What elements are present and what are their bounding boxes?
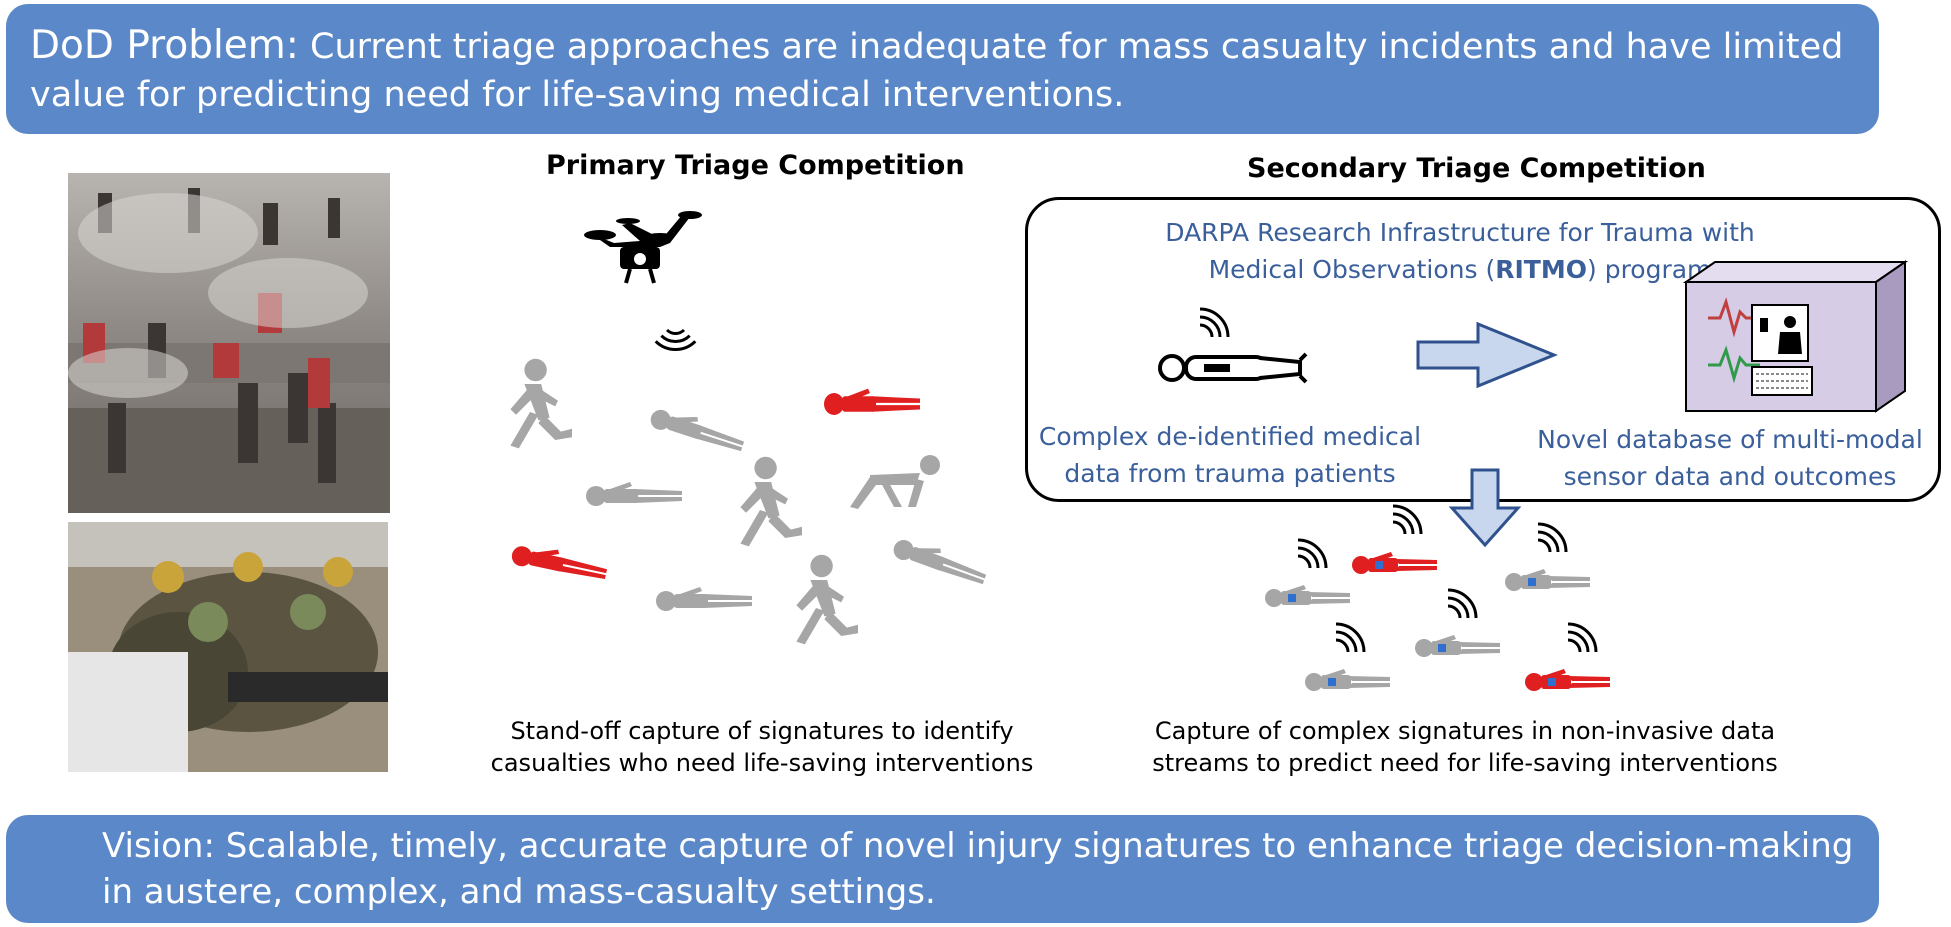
vision-label: Vision bbox=[102, 826, 204, 866]
drone-signal-icon bbox=[654, 320, 697, 363]
problem-text: Current triage approaches are inadequate… bbox=[30, 27, 1844, 115]
signal-icon bbox=[1334, 622, 1366, 654]
signal-icon bbox=[1446, 588, 1478, 620]
primary-caption-line2: casualties who need life-saving interven… bbox=[490, 749, 1034, 777]
sensor-casualty-icon bbox=[1305, 669, 1390, 691]
casualty-lying-icon bbox=[656, 587, 752, 611]
signal-icon bbox=[1566, 622, 1598, 654]
ritmo-title-prefix: Medical Observations ( bbox=[1208, 255, 1496, 284]
problem-banner: DoD Problem: Current triage approaches a… bbox=[6, 4, 1879, 134]
ritmo-acronym: RITMO bbox=[1495, 255, 1587, 284]
primary-caption-line1: Stand-off capture of signatures to ident… bbox=[510, 717, 1014, 745]
primary-heading: Primary Triage Competition bbox=[546, 150, 965, 181]
signal-icon bbox=[1296, 538, 1328, 570]
casualty-critical-icon bbox=[510, 540, 609, 584]
database-label: Novel database of multi-modal sensor dat… bbox=[1520, 421, 1940, 495]
secondary-caption-line2: streams to predict need for life-saving … bbox=[1152, 749, 1778, 777]
data-source-line1: Complex de-identified medical bbox=[1038, 422, 1422, 451]
ritmo-title-line1: DARPA Research Infrastructure for Trauma… bbox=[1165, 218, 1755, 247]
vision-banner: Vision: Scalable, timely, accurate captu… bbox=[6, 815, 1879, 923]
signal-icon bbox=[1536, 522, 1568, 554]
vision-text: : Scalable, timely, accurate capture of … bbox=[102, 826, 1854, 912]
casualty-lying-icon bbox=[890, 533, 990, 589]
data-source-line2: data from trauma patients bbox=[1064, 459, 1396, 488]
critical-sensor-casualty-icon bbox=[1525, 669, 1610, 691]
casualty-critical-icon bbox=[824, 388, 920, 415]
casualty-lying-icon bbox=[586, 482, 682, 506]
patient-signal-icon bbox=[1198, 307, 1230, 339]
secondary-caption-line1: Capture of complex signatures in non-inv… bbox=[1154, 717, 1776, 745]
database-box-icon bbox=[1682, 260, 1909, 413]
secondary-caption: Capture of complex signatures in non-inv… bbox=[1115, 715, 1815, 779]
down-arrow-icon bbox=[1448, 468, 1522, 548]
signal-icon bbox=[1391, 504, 1423, 536]
sensor-casualty-icon bbox=[1265, 585, 1350, 607]
drone-icon bbox=[584, 211, 702, 284]
casualty-lying-icon bbox=[648, 403, 747, 456]
database-line2: sensor data and outcomes bbox=[1563, 462, 1897, 491]
database-line1: Novel database of multi-modal bbox=[1537, 425, 1923, 454]
casualty-crawling-icon bbox=[850, 455, 940, 509]
ritmo-title: DARPA Research Infrastructure for Trauma… bbox=[1090, 214, 1830, 288]
problem-label: DoD Problem: bbox=[30, 23, 299, 68]
casualty-walking-icon bbox=[796, 554, 858, 645]
casualty-walking-icon bbox=[740, 456, 802, 547]
sensor-casualty-icon bbox=[1415, 635, 1500, 657]
stretcher-photo bbox=[68, 522, 388, 772]
data-source-label: Complex de-identified medical data from … bbox=[1030, 418, 1430, 492]
sensor-casualty-icon bbox=[1505, 569, 1590, 591]
casualty-walking-icon bbox=[510, 358, 572, 449]
crowd-photo bbox=[68, 173, 390, 513]
critical-sensor-casualty-icon bbox=[1352, 552, 1437, 574]
patient-sensor-icon bbox=[1158, 352, 1308, 384]
secondary-heading: Secondary Triage Competition bbox=[1247, 153, 1706, 184]
right-arrow-icon bbox=[1416, 321, 1558, 389]
primary-caption: Stand-off capture of signatures to ident… bbox=[462, 715, 1062, 779]
